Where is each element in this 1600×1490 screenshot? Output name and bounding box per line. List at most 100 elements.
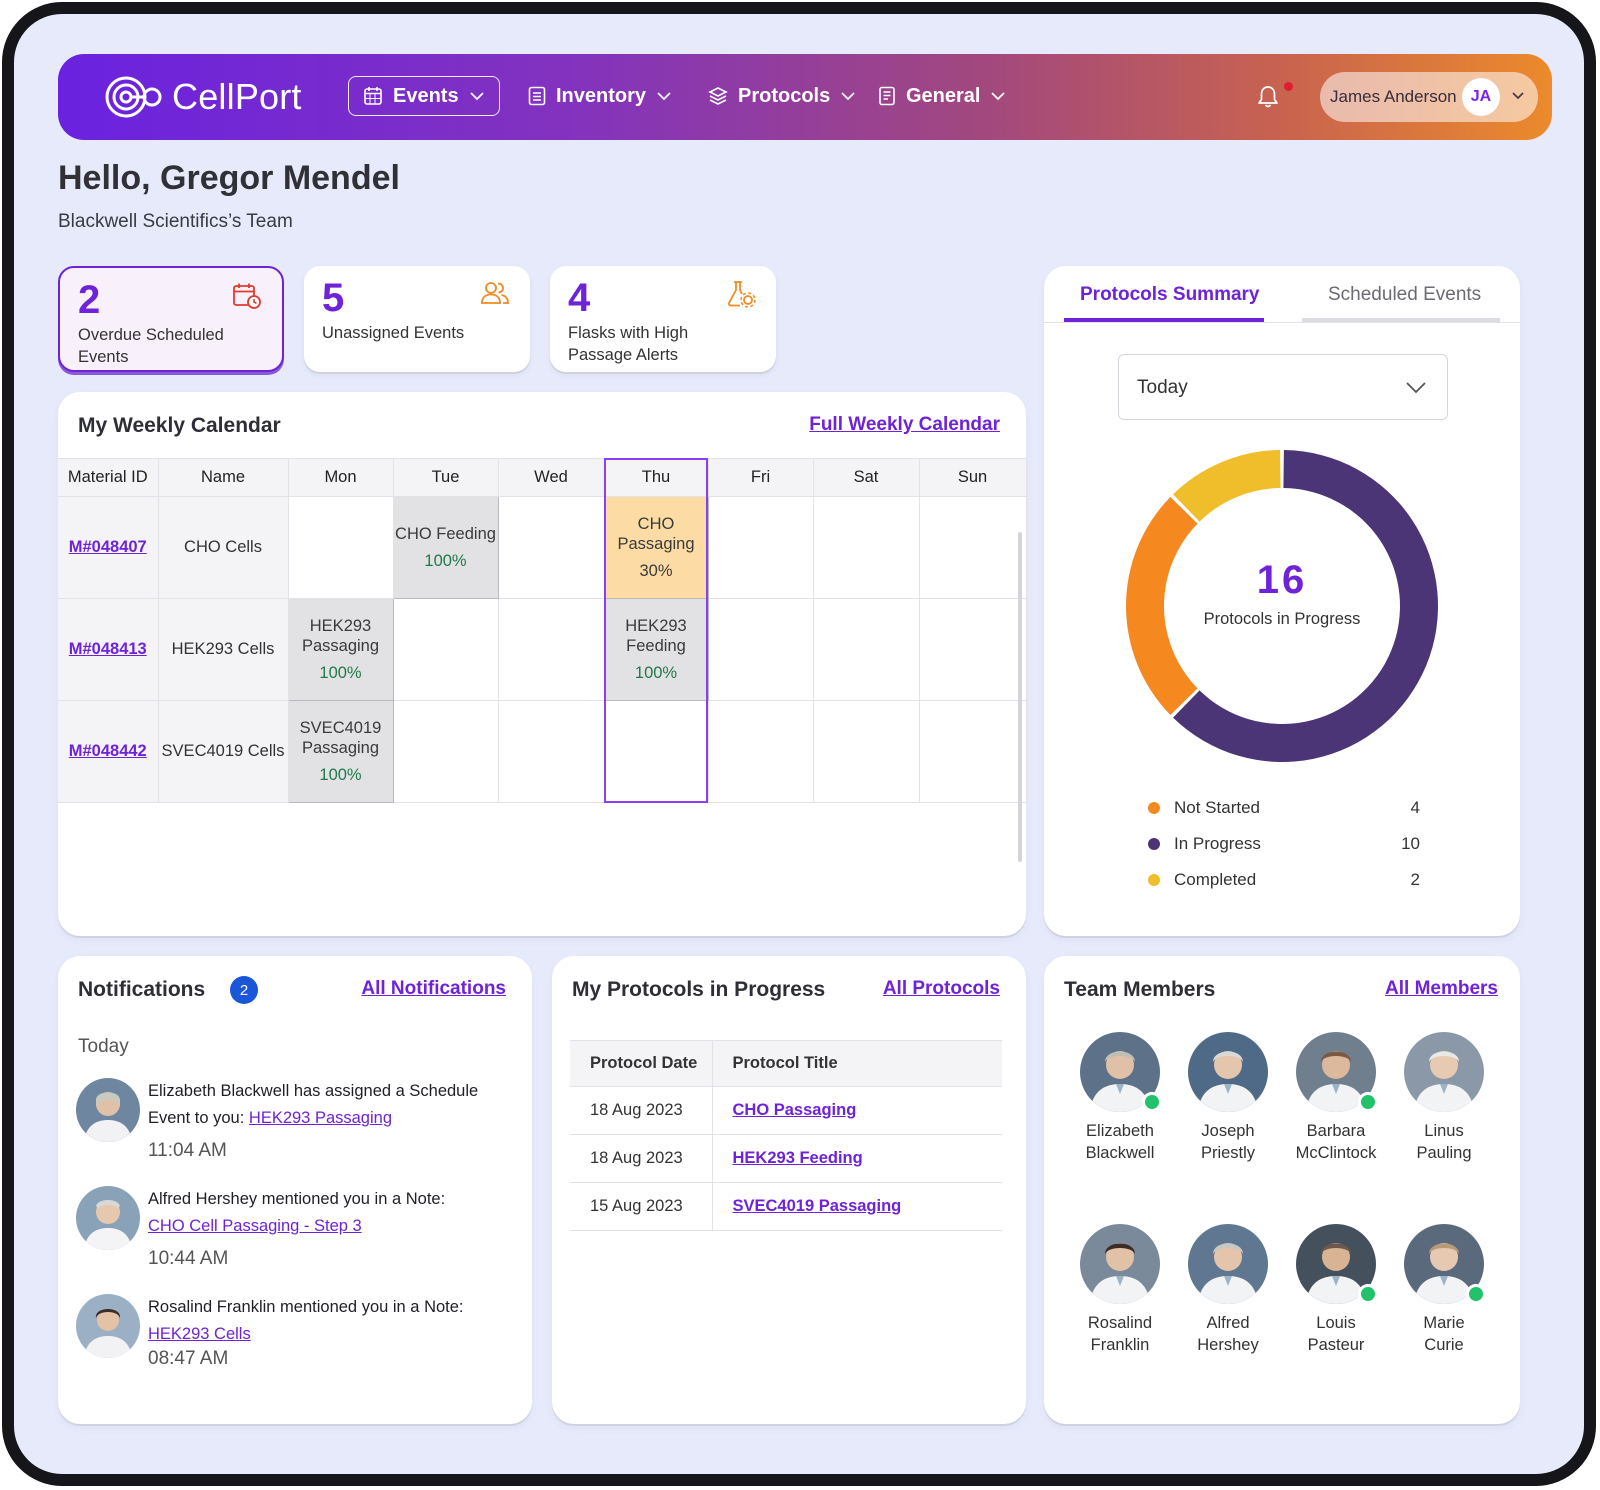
brand-name: CellPort [172, 76, 302, 117]
table-row: 15 Aug 2023 SVEC4019 Passaging [570, 1182, 1002, 1231]
legend-item-in-progress: In Progress 10 [1148, 832, 1420, 856]
protocols-summary-card: Protocols Summary Scheduled Events Today… [1044, 266, 1520, 936]
col-header: Sun [918, 458, 1027, 497]
chevron-down-icon [1512, 92, 1524, 100]
calendar-cell[interactable] [918, 700, 1027, 803]
chevron-down-icon [657, 92, 671, 101]
calendar-cell[interactable] [707, 496, 814, 599]
protocol-title-link[interactable]: HEK293 Feeding [732, 1149, 863, 1167]
all-protocols-link[interactable]: All Protocols [882, 978, 1000, 999]
stat-card-unassigned[interactable]: 5 Unassigned Events [304, 266, 530, 372]
nav-general[interactable]: General [878, 76, 1006, 116]
calendar-cell[interactable] [812, 598, 920, 701]
nav-inventory[interactable]: Inventory [528, 76, 672, 116]
stat-card-flasks[interactable]: 4 Flasks with High Passage Alerts [550, 266, 776, 372]
legend-dot [1148, 838, 1160, 850]
calendar-cell[interactable] [287, 496, 394, 599]
col-header: Protocol Date [570, 1040, 712, 1087]
users-icon [481, 282, 509, 304]
chevron-down-icon [469, 92, 484, 101]
all-members-link[interactable]: All Members [1385, 978, 1498, 999]
protocol-date: 18 Aug 2023 [570, 1086, 712, 1135]
top-navigation-bar: CellPort Events Inventory Protocols Gene… [58, 54, 1552, 140]
active-tab-indicator [1064, 318, 1264, 322]
protocol-title-link[interactable]: SVEC4019 Passaging [732, 1197, 902, 1215]
cellport-logo-icon [105, 76, 162, 118]
full-weekly-calendar-link[interactable]: Full Weekly Calendar [809, 414, 1000, 435]
layers-icon [708, 87, 728, 105]
calendar-cell[interactable] [392, 700, 499, 803]
avatar [1188, 1224, 1268, 1304]
material-id-link[interactable]: M#048442 [68, 742, 147, 760]
protocols-table: Protocol Date Protocol Title 18 Aug 2023… [570, 1040, 1002, 1231]
table-row: M#048442 SVEC4019 Cells SVEC4019 Passagi… [58, 700, 1027, 803]
calendar-event[interactable]: CHO Feeding 100% [392, 496, 499, 599]
calendar-cell[interactable] [497, 598, 605, 701]
notification-link[interactable]: HEK293 Cells [148, 1325, 251, 1343]
protocols-in-progress-card: My Protocols in Progress All Protocols P… [552, 956, 1026, 1424]
team-member[interactable]: Marie Curie [1392, 1224, 1496, 1356]
material-name: CHO Cells [157, 496, 289, 599]
table-row: 18 Aug 2023 CHO Passaging [570, 1086, 1002, 1135]
donut-total-label: Protocols in Progress [1203, 610, 1361, 628]
donut-slice-in-progress [1173, 450, 1438, 762]
calendar-cell[interactable] [812, 496, 920, 599]
brand-logo[interactable]: CellPort [104, 72, 302, 122]
material-id-link[interactable]: M#048407 [68, 538, 147, 556]
col-header: Protocol Title [711, 1040, 1002, 1087]
calendar-cell[interactable] [707, 700, 814, 803]
donut-total: 16 [1256, 558, 1308, 602]
material-id-cell: M#048442 [58, 700, 159, 803]
calendar-cell[interactable] [497, 496, 605, 599]
stat-card-overdue[interactable]: 2 Overdue Scheduled Events [58, 266, 284, 372]
calendar-cell[interactable] [603, 700, 709, 803]
team-member[interactable]: Linus Pauling [1392, 1032, 1496, 1164]
all-notifications-link[interactable]: All Notifications [361, 978, 506, 999]
period-select[interactable]: Today [1118, 354, 1448, 420]
stat-value: 2 [78, 278, 101, 322]
avatar [76, 1294, 140, 1358]
calendar-cell[interactable] [918, 598, 1027, 701]
member-name: Linus Pauling [1416, 1122, 1472, 1162]
calendar-event[interactable]: CHO Passaging 30% [603, 496, 709, 599]
calendar-cell[interactable] [497, 700, 605, 803]
calendar-event[interactable]: HEK293 Passaging 100% [287, 598, 394, 701]
bell-icon[interactable] [1255, 84, 1281, 110]
protocol-title-link[interactable]: CHO Passaging [732, 1101, 857, 1119]
team-member[interactable]: Barbara McClintock [1284, 1032, 1388, 1164]
col-header: Tue [392, 458, 499, 497]
nav-events[interactable]: Events [348, 76, 500, 116]
legend-count: 4 [1410, 798, 1420, 817]
scrollbar[interactable] [1018, 532, 1022, 862]
tab-scheduled-events[interactable]: Scheduled Events [1328, 284, 1482, 305]
notification-link[interactable]: CHO Cell Passaging - Step 3 [148, 1217, 362, 1235]
calendar-event[interactable]: HEK293 Feeding 100% [603, 598, 709, 701]
event-name: SVEC4019 Passaging [299, 719, 382, 757]
avatar [76, 1186, 140, 1250]
notification-link[interactable]: HEK293 Passaging [248, 1109, 393, 1127]
calendar-cell[interactable] [392, 598, 499, 701]
team-member[interactable]: Joseph Priestly [1176, 1032, 1280, 1164]
table-row: M#048407 CHO Cells CHO Feeding 100% CHO … [58, 496, 1027, 599]
team-member[interactable]: Elizabeth Blackwell [1068, 1032, 1172, 1164]
member-name: Barbara McClintock [1295, 1122, 1377, 1162]
event-progress: 100% [634, 664, 678, 682]
team-member[interactable]: Louis Pasteur [1284, 1224, 1388, 1356]
calendar-cell[interactable] [707, 598, 814, 701]
team-member[interactable]: Alfred Hershey [1176, 1224, 1280, 1356]
nav-protocols[interactable]: Protocols [708, 76, 856, 116]
user-menu[interactable]: James Anderson JA [1320, 72, 1538, 122]
calendar-cell[interactable] [812, 700, 920, 803]
tab-protocols-summary[interactable]: Protocols Summary [1080, 284, 1260, 305]
list-icon [528, 86, 546, 106]
protocols-header-row: Protocol Date Protocol Title [570, 1040, 1002, 1087]
notification-count-badge: 2 [230, 976, 258, 1004]
calendar-event[interactable]: SVEC4019 Passaging 100% [287, 700, 394, 803]
nav-events-label: Events [393, 84, 459, 107]
team-member[interactable]: Rosalind Franklin [1068, 1224, 1172, 1356]
material-id-link[interactable]: M#048413 [68, 640, 147, 658]
calendar-cell[interactable] [918, 496, 1027, 599]
nav-general-label: General [906, 84, 981, 107]
material-id-cell: M#048407 [58, 496, 159, 599]
notification-dot [1284, 82, 1293, 91]
